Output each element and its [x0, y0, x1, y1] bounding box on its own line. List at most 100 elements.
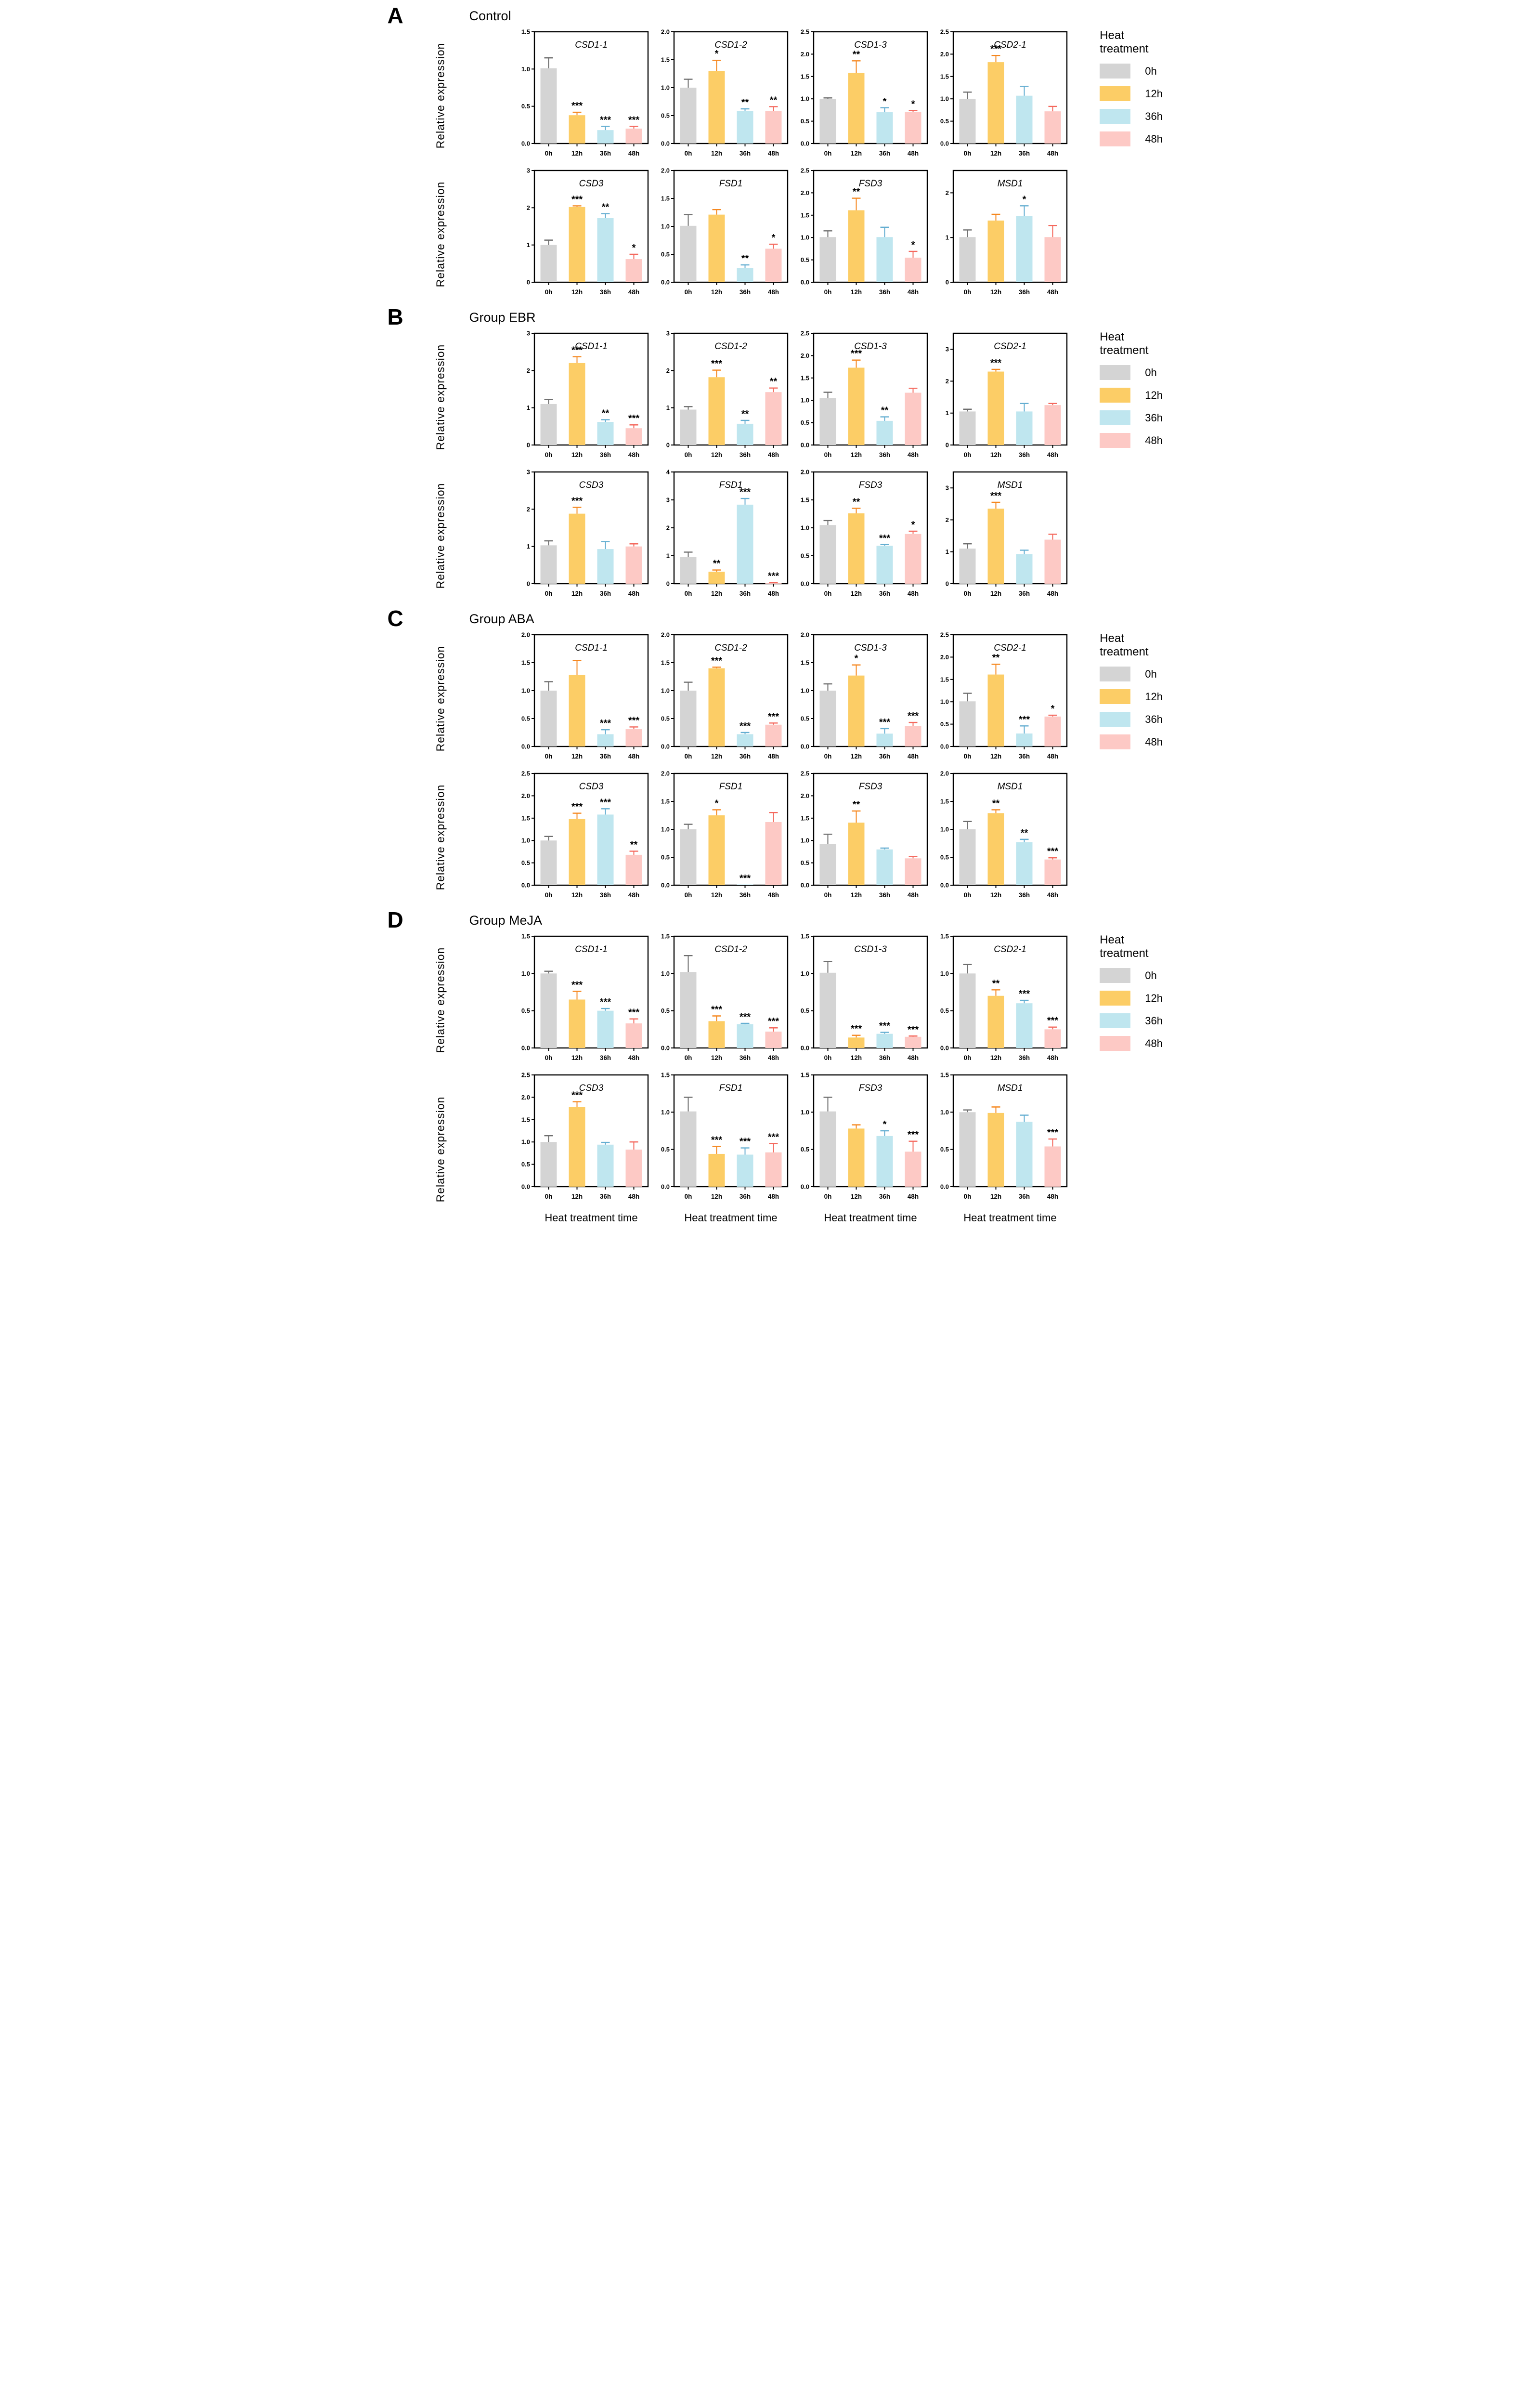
y-tick-label: 0.0	[801, 743, 809, 750]
x-tick-label: 36h	[879, 1054, 890, 1061]
x-tick-label: 0h	[824, 451, 832, 458]
y-tick-label: 1.0	[521, 970, 530, 977]
chart-CSD1-2: 0.0 0.5 1.0 1.5 0h *** 12h *** 36h *** 48h CSD1-2	[661, 933, 789, 1061]
significance-stars: ***	[851, 349, 862, 359]
significance-stars: *	[911, 520, 915, 530]
significance-stars: ***	[600, 997, 611, 1008]
y-tick-label: 2	[527, 506, 530, 513]
chart-FSD1: 0 1 2 3 4 0h ** 12h *** 36h *** 48h FSD1	[666, 469, 789, 597]
bar-0h	[959, 411, 976, 445]
chart-title: CSD1-2	[714, 944, 747, 955]
bar-48h	[765, 724, 782, 746]
legend-swatch-36h	[1100, 410, 1131, 425]
y-tick-label: 1.5	[940, 73, 949, 80]
legend-swatch-0h	[1100, 667, 1131, 681]
bar-12h	[708, 572, 725, 584]
y-tick-label: 1.0	[801, 970, 809, 977]
panel-header: B Group EBR	[388, 306, 1139, 328]
y-tick-label: 1.0	[661, 970, 670, 977]
x-tick-label: 36h	[740, 590, 751, 597]
chart-CSD2-1: 0 1 2 3 0h *** 12h 36h 48h CSD2-1	[946, 332, 1068, 458]
y-tick-label: 0	[527, 279, 530, 286]
y-tick-label: 0.5	[661, 1146, 670, 1153]
x-tick-label: 12h	[571, 288, 583, 296]
x-tick-label: 12h	[571, 590, 583, 597]
legend-title: Heat treatment	[1100, 632, 1149, 658]
bar-36h	[597, 1010, 614, 1048]
chart-FSD1: 0.0 0.5 1.0 1.5 0h *** 12h *** 36h *** 48h FSD1 Heat…	[661, 1072, 789, 1224]
legend-entry-12h: 12h	[1100, 388, 1163, 403]
x-tick-label: 12h	[851, 1054, 862, 1061]
bar-48h	[1044, 716, 1061, 746]
y-tick-label: 2	[527, 204, 530, 211]
legend: Heat treatment 0h 12h 36h 48h	[1100, 327, 1163, 448]
y-tick-label: 0.0	[521, 1183, 530, 1191]
x-tick-label: 12h	[711, 288, 722, 296]
x-tick-label: 0h	[964, 288, 972, 296]
x-tick-label: 48h	[908, 753, 919, 760]
legend-entry-48h: 48h	[1100, 734, 1163, 749]
chart-title: FSD1	[719, 782, 743, 792]
y-tick-label: 2.5	[521, 1072, 530, 1079]
y-tick-label: 2.0	[801, 189, 809, 196]
bar-0h	[680, 691, 697, 746]
chart-row: Relative expression 0.0 0.5 1.0 1.5 2.0 2.5 0h *…	[388, 1069, 1139, 1229]
bar-48h	[905, 393, 921, 445]
y-tick-label: 1.5	[801, 497, 809, 504]
bar-0h	[819, 691, 836, 746]
x-tick-label: 12h	[990, 1054, 1001, 1061]
bar-48h	[765, 111, 782, 144]
group-title: Group MeJA	[469, 913, 543, 928]
y-tick-label: 1.0	[661, 1109, 670, 1116]
bar-36h	[876, 112, 893, 144]
bar-36h	[876, 733, 893, 746]
legend-entry-12h: 12h	[1100, 86, 1163, 101]
x-tick-label: 36h	[600, 150, 611, 157]
y-tick-label: 2.5	[940, 28, 949, 36]
significance-stars: ***	[879, 533, 891, 544]
x-tick-label: 48h	[1047, 1054, 1058, 1061]
y-tick-label: 0.5	[940, 854, 949, 861]
bar-0h	[819, 1111, 836, 1187]
x-tick-label: 36h	[879, 288, 890, 296]
bar-12h	[569, 999, 585, 1048]
bar-0h	[819, 398, 836, 445]
bar-12h	[708, 214, 725, 282]
charts-row: 0 1 2 3 0h *** 12h ** 36h * 48h CSD3 0.0 0.5 1.0 1.5 2.0…	[512, 165, 1071, 303]
y-axis-label: Relative expression	[388, 165, 493, 303]
significance-stars: **	[992, 653, 1000, 663]
y-tick-label: 2.0	[940, 51, 949, 58]
y-tick-label: 0.0	[801, 1183, 809, 1191]
figure-root: A Control Relative expression 0.0 0.5 1.0 1.5 0…	[380, 3, 1163, 1230]
x-tick-label: 48h	[1047, 891, 1058, 899]
bar-12h	[708, 377, 725, 445]
y-tick-label: 1	[946, 234, 949, 241]
bar-48h	[765, 249, 782, 282]
y-tick-label: 1.5	[940, 676, 949, 683]
chart-title: CSD1-1	[575, 643, 608, 653]
chart-title: CSD2-1	[994, 944, 1026, 955]
legend-label: 12h	[1145, 87, 1163, 100]
panel-D: D Group MeJA Relative expression 0.0 0.5 1.0 1…	[380, 907, 1163, 1230]
legend-swatch-48h	[1100, 433, 1131, 448]
chart-title: CSD1-3	[854, 643, 887, 653]
y-tick-label: 1.0	[661, 826, 670, 833]
x-tick-label: 36h	[1019, 451, 1030, 458]
chart-CSD3: 0.0 0.5 1.0 1.5 2.0 2.5 0h *** 12h 36h 48h CSD3 Heat…	[521, 1072, 649, 1224]
significance-stars: ***	[628, 1008, 640, 1018]
bar-12h	[848, 73, 865, 144]
bar-48h	[905, 534, 921, 584]
x-tick-label: 36h	[600, 590, 611, 597]
bar-36h	[1016, 411, 1033, 445]
y-axis-label-text: Relative expression	[433, 784, 446, 890]
x-tick-label: 0h	[824, 1193, 832, 1200]
y-tick-label: 2.0	[521, 1094, 530, 1101]
bar-12h	[848, 1037, 865, 1048]
bar-12h	[987, 371, 1004, 445]
significance-stars: ***	[628, 413, 640, 424]
x-tick-label: 48h	[768, 1193, 779, 1200]
chart-title: CSD2-1	[994, 341, 1026, 352]
significance-stars: ***	[571, 496, 583, 506]
chart-title: MSD1	[998, 782, 1023, 792]
bar-48h	[1044, 1146, 1061, 1187]
